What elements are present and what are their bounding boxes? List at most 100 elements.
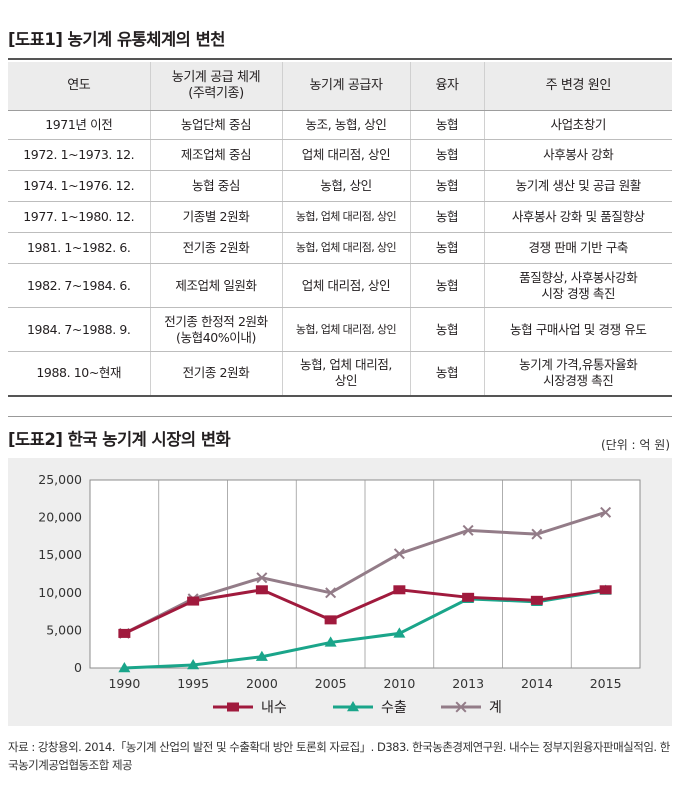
header-supplier: 농기계 공급자 — [281, 62, 410, 111]
section-divider — [8, 416, 672, 417]
data-point — [118, 662, 131, 673]
y-tick-label: 10,000 — [38, 585, 82, 600]
supplier-cell-line: 농조, 농협, 상인 — [305, 117, 387, 132]
x-tick-label: 2014 — [521, 676, 553, 691]
legend-marker — [227, 702, 239, 712]
system-cell: 전기종 2원화 — [149, 351, 282, 397]
finance-cell: 농협 — [409, 201, 484, 233]
reason-cell-line: 농기계 생산 및 공급 원활 — [515, 178, 642, 193]
x-tick-label: 2010 — [383, 676, 415, 691]
system-cell: 기종별 2원화 — [149, 201, 282, 233]
supplier-cell: 농협, 업체 대리점, 상인 — [281, 351, 410, 397]
supplier-cell-line: 농협, 업체 대리점, 상인 — [295, 322, 397, 336]
y-tick-label: 15,000 — [38, 547, 82, 562]
y-tick-label: 20,000 — [38, 510, 82, 525]
unit-label: (단위 : 억 원) — [600, 438, 670, 452]
reason-cell-line: 사후봉사 강화 및 품질향상 — [511, 209, 645, 224]
legend-label: 계 — [489, 700, 502, 716]
table-row: 1981. 1~1982. 6. 전기종 2원화 농협, 업체 대리점, 상인 농협 경… — [8, 232, 672, 264]
table-row: 1982. 7~1984. 6. 제조업체 일원화 업체 대리점, 상인 농협 품질향상… — [8, 263, 672, 308]
header-reason: 주 변경 원인 — [483, 62, 672, 111]
series-line-0 — [123, 588, 606, 635]
system-cell-line: 기종별 2원화 — [182, 209, 250, 224]
reason-cell: 품질향상, 사후봉사강화 시장 경쟁 촉진 — [483, 263, 672, 308]
data-point — [255, 650, 268, 661]
line-chart: 0 5,000 10,000 15,000 20,000 25,000 1990 1995 20… — [38, 472, 641, 716]
x-tick-label: 2005 — [315, 676, 347, 691]
finance-cell: 농협 — [409, 170, 484, 202]
system-cell: 농업단체 중심 — [149, 110, 282, 140]
data-point — [599, 585, 612, 595]
data-point — [324, 636, 337, 647]
reason-cell-line: 경쟁 판매 기반 구축 — [528, 240, 629, 255]
data-point — [118, 628, 131, 638]
supplier-cell-line: 상인 — [334, 373, 358, 389]
x-tick-label: 2000 — [246, 676, 278, 691]
system-cell-line: 제조업체 중심 — [180, 147, 252, 162]
supplier-cell-line: 업체 대리점, 상인 — [301, 277, 391, 293]
supplier-cell: 업체 대리점, 상인 — [281, 263, 410, 308]
reason-cell-line: 품질향상, 사후봉사강화 — [519, 269, 638, 285]
header-finance: 융자 — [409, 62, 484, 111]
table-row: 1974. 1~1976. 12. 농협 중심 농협, 상인 농협 농기계 생산 및 공… — [8, 170, 672, 202]
data-point — [393, 548, 405, 560]
reason-cell-line: 농기계 가격,유통자율화 — [519, 357, 638, 373]
x-tick-label: 1990 — [108, 676, 140, 691]
supplier-cell: 농협, 업체 대리점, 상인 — [281, 307, 410, 352]
reason-cell: 경쟁 판매 기반 구축 — [483, 232, 672, 264]
supplier-cell-line: 농협, 업체 대리점, 상인 — [295, 210, 397, 223]
period-cell: 1988. 10~현재 — [8, 351, 150, 397]
data-point — [462, 524, 474, 536]
chart-area: 0 5,000 10,000 15,000 20,000 25,000 1990 1995 20… — [8, 458, 672, 726]
finance-cell: 농협 — [409, 263, 484, 308]
data-point — [462, 592, 475, 602]
system-cell-line: (농협40%이내) — [176, 329, 256, 345]
system-cell-line: 전기종 2원화 — [182, 365, 250, 381]
period-cell: 1984. 7~1988. 9. — [8, 307, 150, 352]
reason-cell: 농기계 가격,유통자율화 시장경쟁 촉진 — [483, 351, 672, 397]
table-row: 1971년 이전 농업단체 중심 농조, 농협, 상인 농협 사업초창기 — [8, 110, 672, 140]
supplier-cell: 농협, 업체 대리점, 상인 — [281, 232, 410, 264]
data-point — [530, 595, 543, 605]
finance-cell: 농협 — [409, 232, 484, 264]
data-point — [256, 572, 268, 584]
chart-title: [도표2] 한국 농기계 시장의 변화 — [8, 430, 231, 449]
system-cell: 제조업체 일원화 — [149, 263, 282, 308]
data-point — [187, 596, 200, 606]
table-title: [도표1] 농기계 유통체계의 변천 — [8, 30, 225, 49]
supplier-cell: 농협, 상인 — [281, 170, 410, 202]
data-point — [531, 528, 543, 540]
system-cell-line: 전기종 2원화 — [182, 240, 250, 255]
finance-cell: 농협 — [409, 110, 484, 140]
reason-cell: 사업초창기 — [483, 110, 672, 140]
system-cell: 농협 중심 — [149, 170, 282, 202]
series-line-2 — [123, 510, 607, 635]
reason-cell: 사후봉사 강화 — [483, 139, 672, 171]
data-point — [600, 506, 612, 518]
supplier-cell-line: 업체 대리점, 상인 — [301, 147, 391, 162]
reason-cell-line: 농협 구매사업 및 경쟁 유도 — [510, 321, 647, 337]
period-cell: 1982. 7~1984. 6. — [8, 263, 150, 308]
finance-cell: 농협 — [409, 307, 484, 352]
data-point — [187, 658, 200, 670]
period-cell: 1972. 1~1973. 12. — [8, 139, 150, 171]
reason-cell-line: 사업초창기 — [550, 117, 606, 132]
supplier-cell: 농협, 업체 대리점, 상인 — [281, 201, 410, 233]
table-row: 1972. 1~1973. 12. 제조업체 중심 업체 대리점, 상인 농협 사후봉사… — [8, 139, 672, 171]
table-row: 1988. 10~현재 전기종 2원화 농협, 업체 대리점, 상인 농협 농기계 가격,… — [8, 351, 672, 397]
source-note: 자료 : 강창용외. 2014.「농기계 산업의 발전 및 수출확대 방안 토론… — [8, 740, 670, 772]
reason-cell-line: 사후봉사 강화 — [543, 147, 614, 162]
data-point — [325, 587, 337, 599]
period-cell: 1974. 1~1976. 12. — [8, 170, 150, 202]
supplier-cell: 농조, 농협, 상인 — [281, 110, 410, 140]
finance-cell: 농협 — [409, 139, 484, 171]
table-row: 1977. 1~1980. 12. 기종별 2원화 농협, 업체 대리점, 상인 농협… — [8, 201, 672, 233]
header-period: 연도 — [8, 62, 150, 111]
reason-cell: 사후봉사 강화 및 품질향상 — [483, 201, 672, 233]
supplier-cell: 업체 대리점, 상인 — [281, 139, 410, 171]
data-point — [324, 615, 337, 625]
data-point — [393, 585, 406, 595]
table-top-rule — [8, 58, 672, 60]
series-line-1 — [124, 589, 606, 670]
reason-cell: 농협 구매사업 및 경쟁 유도 — [483, 307, 672, 352]
